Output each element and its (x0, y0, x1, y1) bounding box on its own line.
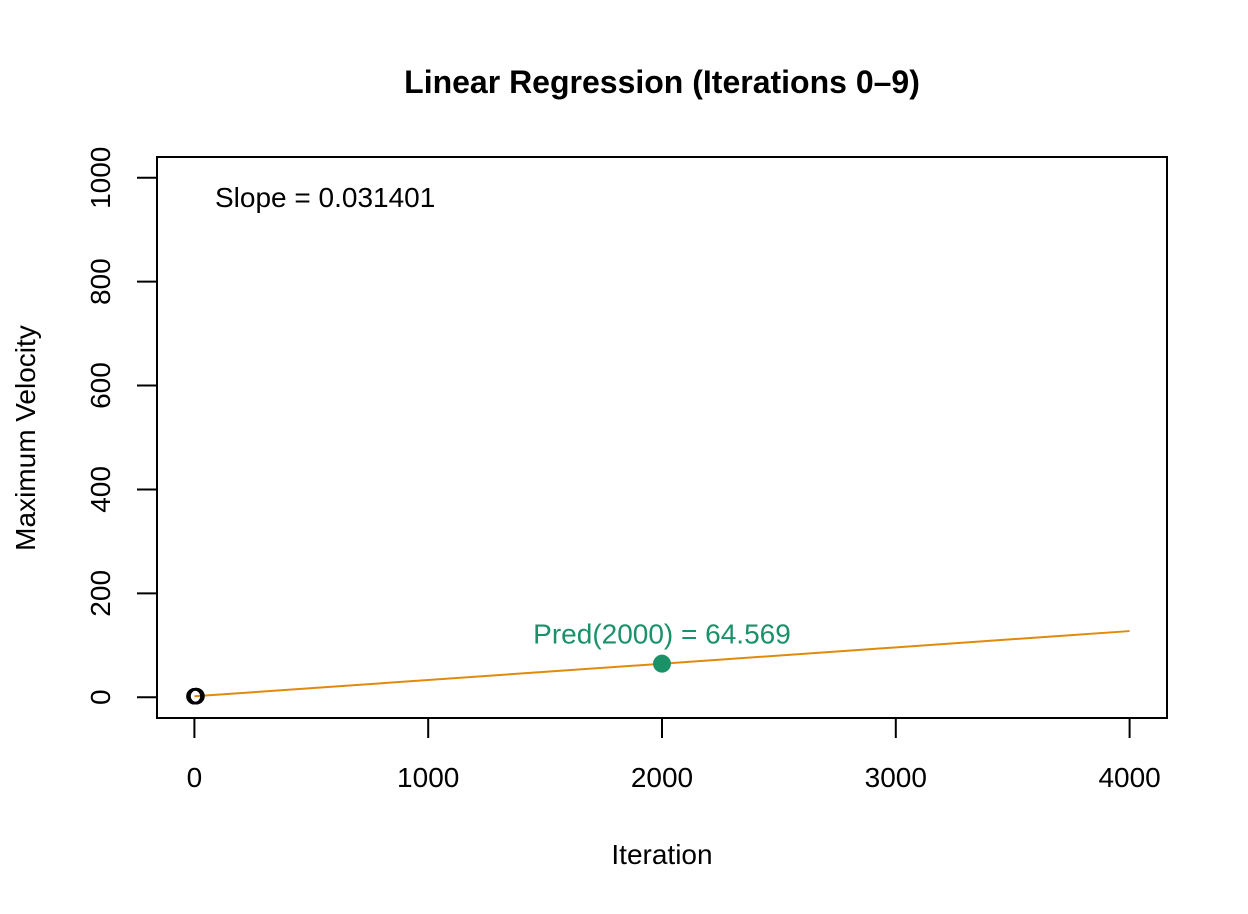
prediction-point (653, 654, 671, 673)
data-point (188, 687, 205, 705)
y-tick-label: 400 (85, 466, 116, 513)
x-tick-label: 0 (187, 762, 203, 793)
x-axis-label: Iteration (611, 839, 712, 870)
y-axis: 0 200 400 600 800 1000 (85, 147, 158, 705)
series-layer (186, 630, 1130, 705)
y-axis-label: Maximum Velocity (10, 325, 41, 551)
slope-annotation: Slope = 0.031401 (215, 182, 435, 213)
chart-title: Linear Regression (Iterations 0–9) (404, 64, 920, 100)
y-tick-label: 800 (85, 258, 116, 305)
x-tick-label: 2000 (631, 762, 693, 793)
prediction-annotation: Pred(2000) = 64.569 (533, 619, 791, 650)
x-tick-label: 4000 (1098, 762, 1160, 793)
y-tick-label: 0 (85, 689, 116, 705)
y-tick-label: 600 (85, 362, 116, 409)
y-tick-label: 200 (85, 570, 116, 617)
x-axis: 0 1000 2000 3000 4000 (187, 717, 1161, 793)
x-tick-label: 3000 (865, 762, 927, 793)
x-tick-label: 1000 (397, 762, 459, 793)
y-tick-label: 1000 (85, 147, 116, 209)
